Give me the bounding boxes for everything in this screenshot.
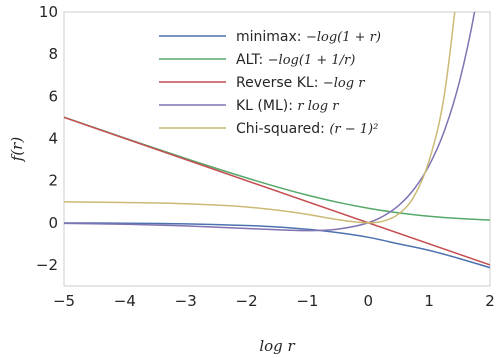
x-tick-label: −2 [236, 292, 258, 310]
series-line-reverse-kl [64, 116, 490, 266]
y-tick-label: 8 [48, 45, 58, 63]
legend-label-alt: ALT: −log(1 + 1/r) [236, 52, 355, 68]
y-tick-label: 2 [48, 172, 58, 190]
x-tick-label: 1 [424, 292, 434, 310]
y-axis-label: f(r) [8, 137, 26, 163]
series-line-alt [64, 116, 490, 221]
legend-label-reverse-kl: Reverse KL: −log r [236, 75, 365, 91]
x-tick-label: −5 [53, 292, 75, 310]
x-tick-label: −4 [114, 292, 136, 310]
x-tick-label: −1 [296, 292, 318, 310]
legend: minimax: −log(1 + r) ALT: −log(1 + 1/r) Re… [159, 29, 381, 137]
y-tick-label: 10 [39, 3, 58, 21]
y-tick-label: 0 [48, 214, 58, 232]
x-tick-labels: −5 −4 −3 −2 −1 0 1 2 [53, 292, 495, 310]
x-tick-label: 2 [485, 292, 495, 310]
series-layer [64, 12, 490, 269]
y-tick-label: −2 [36, 256, 58, 274]
y-tick-label: 4 [48, 129, 58, 147]
x-tick-label: 0 [364, 292, 374, 310]
legend-label-minimax: minimax: −log(1 + r) [236, 29, 381, 45]
x-tick-label: −3 [175, 292, 197, 310]
legend-label-chi-squared: Chi-squared: (r − 1)² [236, 121, 378, 137]
series-line-chi-squared [64, 12, 456, 224]
y-tick-labels: −2 0 2 4 6 8 10 [36, 3, 58, 274]
series-line-kl-ml [64, 12, 476, 232]
y-tick-label: 6 [48, 87, 58, 105]
legend-label-kl-ml: KL (ML): r log r [236, 98, 339, 114]
x-axis-label: log r [259, 337, 295, 355]
